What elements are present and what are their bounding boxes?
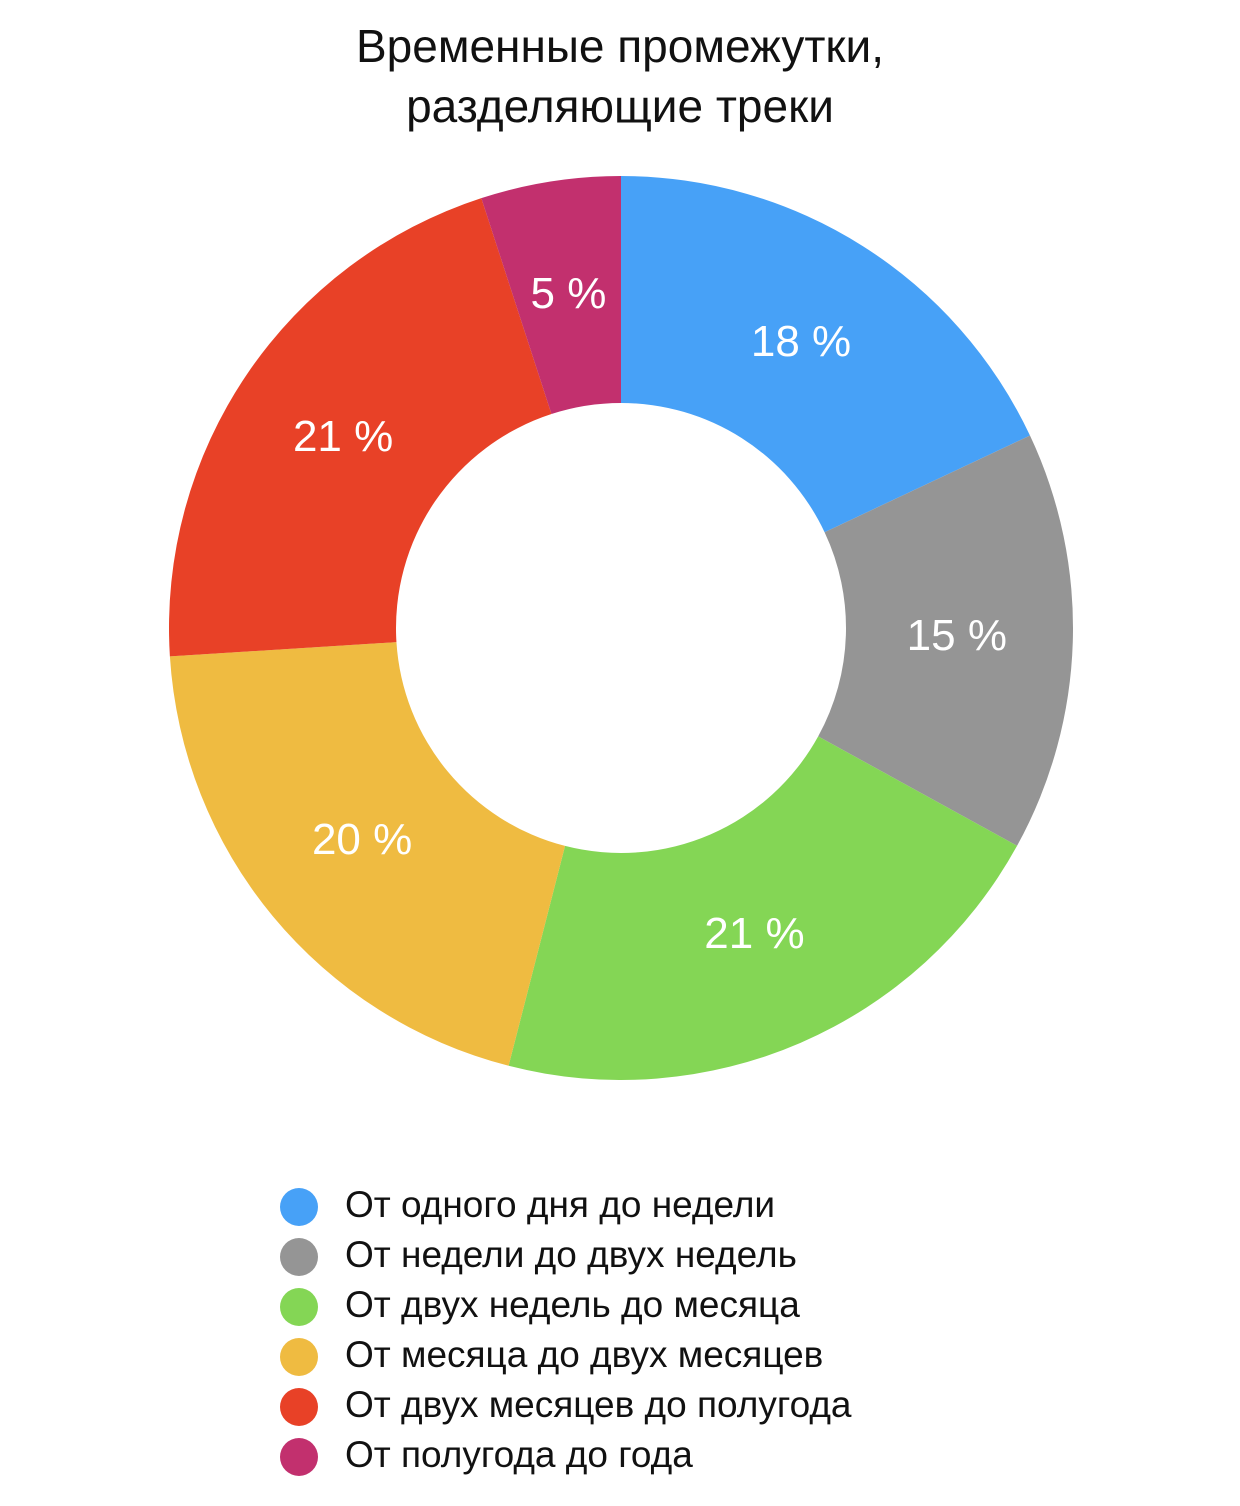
- legend-label: От недели до двух недель: [345, 1234, 797, 1275]
- data-label: 21 %: [704, 909, 804, 958]
- data-label: 15 %: [907, 611, 1007, 660]
- data-label: 20 %: [312, 815, 412, 864]
- data-label: 18 %: [751, 317, 851, 366]
- legend-marker: [280, 1388, 318, 1426]
- donut-segment: [818, 435, 1073, 846]
- chart-title: Временные промежутки, разделяющие треки: [355, 20, 884, 132]
- legend-marker: [280, 1188, 318, 1226]
- legend-label: От одного дня до недели: [345, 1184, 775, 1225]
- legend-marker: [280, 1238, 318, 1276]
- legend-marker: [280, 1288, 318, 1326]
- legend-label: От месяца до двух месяцев: [345, 1334, 823, 1375]
- legend-label: От полугода до года: [345, 1434, 693, 1475]
- donut-segment: [621, 176, 1030, 533]
- legend-marker: [280, 1438, 318, 1476]
- data-label: 5 %: [531, 269, 607, 318]
- donut-segment: [169, 642, 566, 1066]
- legend-marker: [280, 1338, 318, 1376]
- legend-label: От двух недель до месяца: [345, 1284, 800, 1325]
- donut-segment: [481, 176, 621, 415]
- donut-segment: [169, 198, 552, 657]
- data-label: 21 %: [293, 412, 393, 461]
- donut-segment: [508, 736, 1018, 1080]
- legend-label: От двух месяцев до полугода: [345, 1384, 852, 1425]
